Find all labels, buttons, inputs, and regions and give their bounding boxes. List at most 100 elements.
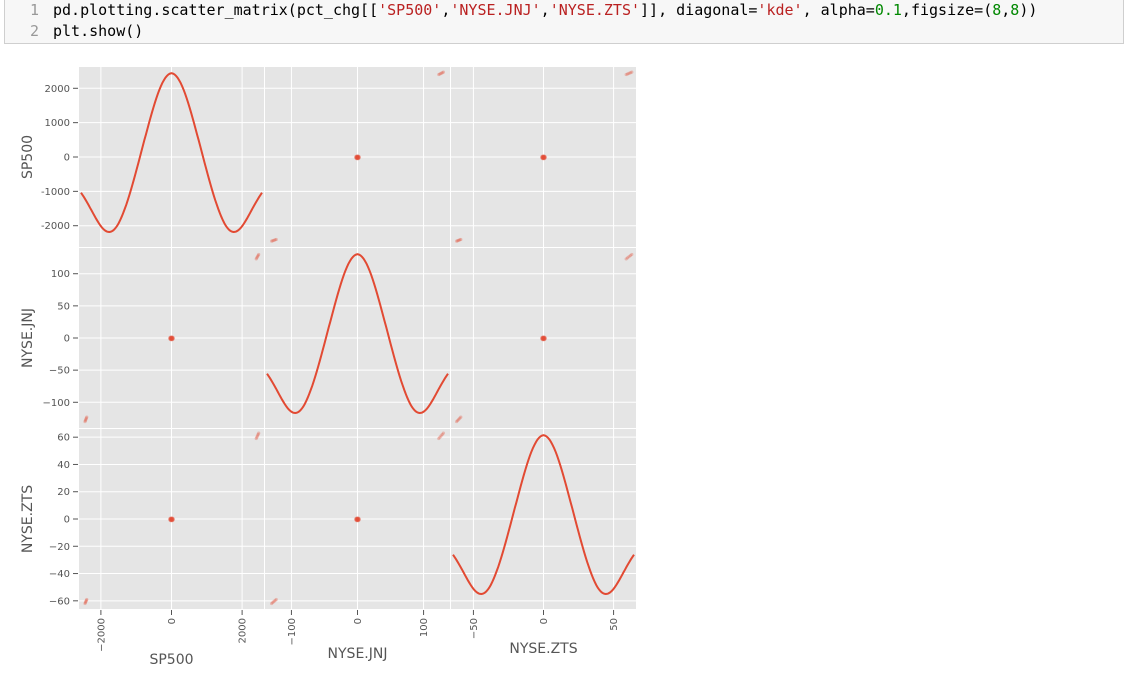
scatter-point	[437, 436, 441, 441]
scatter-point	[274, 237, 278, 242]
scatter-point	[355, 516, 360, 522]
y-tick-label: 0	[64, 515, 70, 526]
line-number: 2	[29, 22, 39, 40]
x-tick-label: −100	[287, 618, 298, 645]
scatter-point	[355, 155, 361, 161]
scatter-point	[541, 336, 546, 342]
scatter-point	[441, 70, 445, 74]
scatter-point	[83, 418, 88, 423]
scatter-point	[271, 600, 275, 605]
scatter-point	[274, 597, 278, 602]
scatter-point	[255, 435, 259, 439]
code-token: ]], diagonal=	[640, 1, 758, 19]
x-tick-label: 50	[609, 618, 620, 631]
panel-SP500-vs-NYSE.JNJ	[265, 67, 450, 247]
code-token: plt.show()	[53, 22, 144, 40]
scatter-point	[630, 70, 634, 74]
scatter-point	[354, 155, 360, 161]
panel-SP500-vs-SP500	[79, 67, 264, 247]
scatter-matrix-figure: 200010000-1000-2000SP500100500−50−100NYS…	[20, 67, 636, 668]
panel-NYSE.ZTS-vs-SP500	[79, 429, 264, 609]
kde-curve-NYSE.JNJ	[266, 253, 449, 415]
panel-NYSE.JNJ-vs-NYSE.JNJ	[265, 248, 450, 428]
scatter-point	[455, 239, 459, 243]
kde-curve-NYSE.ZTS	[452, 434, 635, 596]
scatter-point	[169, 335, 175, 341]
scatter-point	[255, 434, 260, 438]
scatter-point	[540, 155, 546, 161]
scatter-point	[440, 71, 444, 75]
code-token: 8	[1010, 1, 1020, 19]
scatter-point	[438, 435, 442, 439]
scatter-point	[459, 237, 463, 242]
y-tick-label: −60	[49, 596, 70, 607]
y-tick-label: 60	[57, 433, 70, 444]
x-tick-label: 2000	[238, 618, 249, 643]
scatter-point	[354, 516, 360, 522]
y-tick-label: −50	[49, 366, 70, 377]
code-token: , alpha=	[802, 1, 875, 19]
code-token: 8	[992, 1, 1002, 19]
scatter-point	[540, 154, 546, 160]
y-tick-label: 50	[57, 301, 70, 312]
scatter-point	[441, 431, 445, 435]
y-tick-label: 2000	[45, 84, 70, 95]
scatter-point	[168, 517, 174, 523]
code-token: 'kde'	[757, 1, 803, 19]
y-tick-label: 20	[57, 487, 70, 498]
scatter-point	[85, 415, 89, 419]
code-token: ))	[1019, 1, 1038, 19]
scatter-point	[628, 253, 632, 258]
scatter-point	[84, 416, 88, 420]
scatter-point	[457, 238, 461, 242]
scatter-point	[456, 418, 460, 423]
scatter-point	[256, 253, 260, 258]
scatter-point	[625, 256, 630, 260]
scatter-point	[255, 256, 259, 260]
scatter-point	[169, 517, 175, 523]
code-token: 'NYSE.JNJ'	[450, 1, 541, 19]
scatter-point	[270, 239, 274, 243]
y-tick-label: 0	[64, 334, 70, 345]
code-cell[interactable]: 1 pd.plotting.scatter_matrix(pct_chg[['SP…	[4, 0, 1124, 44]
scatter-point	[440, 432, 444, 437]
scatter-point	[272, 599, 276, 604]
scatter-point	[354, 154, 360, 160]
scatter-point	[257, 252, 261, 257]
scatter-point	[540, 335, 546, 341]
scatter-point	[458, 238, 462, 242]
y-tick-label: -1000	[41, 187, 70, 198]
scatter-point	[627, 255, 631, 259]
y-tick-label: −100	[43, 398, 70, 409]
scatter-point	[630, 252, 634, 257]
code-token: ,	[441, 1, 451, 19]
scatter-point	[169, 517, 174, 523]
y-axis-label-NYSE.JNJ: NYSE.JNJ	[20, 308, 36, 368]
scatter-point	[439, 434, 443, 438]
panel-NYSE.JNJ-vs-SP500	[79, 248, 264, 428]
scatter-point	[168, 335, 174, 341]
scatter-point	[355, 154, 360, 160]
scatter-point	[355, 517, 361, 523]
x-tick-label: −50	[469, 618, 480, 639]
scatter-point	[355, 516, 361, 522]
panel-NYSE.ZTS-vs-NYSE.JNJ	[265, 429, 450, 609]
scatter-point	[169, 516, 174, 522]
x-axis-label-SP500: SP500	[149, 652, 193, 668]
x-axis-label-NYSE.JNJ: NYSE.JNJ	[328, 646, 388, 662]
y-axis-label-SP500: SP500	[20, 135, 36, 179]
scatter-point	[256, 432, 260, 437]
scatter-point	[83, 601, 87, 606]
scatter-point	[84, 599, 88, 604]
y-tick-label: −40	[49, 569, 70, 580]
scatter-point	[85, 597, 89, 602]
scatter-point	[254, 257, 258, 261]
y-tick-label: 40	[57, 460, 70, 471]
kde-curve-SP500	[80, 72, 263, 234]
scatter-point	[169, 336, 175, 342]
scatter-point	[355, 155, 360, 161]
scatter-point	[255, 255, 260, 259]
scatter-point	[271, 239, 275, 243]
x-tick-label: 0	[353, 618, 364, 624]
scatter-point	[168, 336, 174, 342]
